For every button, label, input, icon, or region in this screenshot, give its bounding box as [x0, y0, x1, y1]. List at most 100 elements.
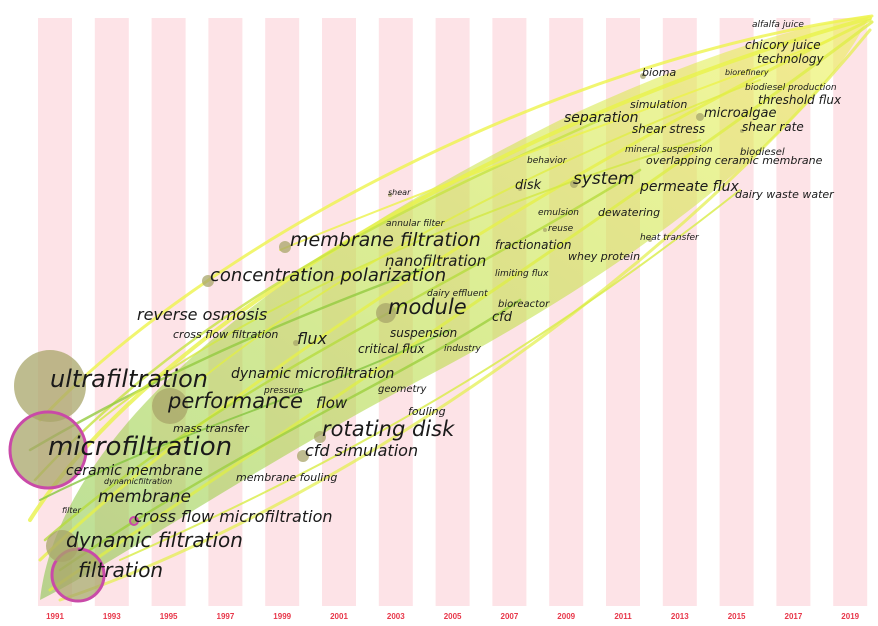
year-label: 1997 — [217, 612, 235, 621]
keyword-label[interactable]: geometry — [378, 384, 428, 395]
keyword-label[interactable]: reuse — [548, 224, 574, 234]
keyword-label[interactable]: dairy waste water — [735, 188, 835, 201]
keyword-label[interactable]: annular filter — [386, 219, 446, 229]
keyword-node[interactable] — [46, 530, 78, 562]
keyword-label[interactable]: biodiesel — [740, 147, 785, 158]
keyword-node[interactable] — [314, 431, 326, 443]
keyword-node[interactable] — [14, 350, 86, 422]
keyword-label[interactable]: bioreactor — [498, 299, 550, 310]
keyword-label[interactable]: whey protein — [568, 250, 640, 263]
keyword-label[interactable]: heat transfer — [640, 233, 700, 243]
keyword-label[interactable]: simulation — [630, 98, 687, 111]
keyword-label[interactable]: rotating disk — [322, 417, 455, 441]
year-label: 2009 — [557, 612, 575, 621]
keyword-label[interactable]: flow — [316, 394, 348, 412]
keyword-node[interactable] — [570, 180, 578, 188]
keyword-label[interactable]: ceramic membrane — [66, 463, 203, 479]
keyword-node[interactable] — [648, 238, 652, 242]
keyword-label[interactable]: microfiltration — [48, 432, 232, 462]
year-label: 1995 — [160, 612, 178, 621]
keyword-node[interactable] — [297, 450, 309, 462]
keyword-node[interactable] — [50, 547, 106, 603]
keyword-label[interactable]: mass transfer — [173, 422, 250, 435]
year-label: 1991 — [46, 612, 64, 621]
keyword-label[interactable]: emulsion — [538, 208, 579, 218]
keyword-label[interactable]: cross flow microfiltration — [134, 507, 333, 526]
keyword-label[interactable]: membrane filtration — [290, 229, 481, 251]
keyword-label[interactable]: shear stress — [632, 122, 705, 136]
keyword-node[interactable] — [640, 73, 646, 79]
keyword-label[interactable]: system — [573, 169, 634, 189]
keyword-node[interactable] — [376, 303, 396, 323]
keyword-label[interactable]: dynamicfiltration — [104, 477, 172, 486]
keyword-node[interactable] — [279, 241, 291, 253]
keyword-label[interactable]: concentration polarization — [210, 265, 446, 286]
keyword-label[interactable]: fractionation — [495, 238, 571, 252]
keyword-label[interactable]: biorefinery — [725, 68, 769, 77]
keyword-node[interactable] — [129, 516, 139, 526]
keyword-label[interactable]: shear — [388, 188, 411, 197]
keyword-node[interactable] — [696, 113, 704, 121]
year-label: 1999 — [273, 612, 291, 621]
keyword-label[interactable]: microalgae — [704, 106, 777, 121]
keyword-label[interactable]: dewatering — [598, 206, 660, 219]
keyword-label[interactable]: bioma — [642, 66, 676, 79]
keyword-label[interactable]: membrane — [98, 487, 191, 507]
keyword-node[interactable] — [740, 129, 744, 133]
year-label: 2011 — [614, 612, 632, 621]
year-stripe-2009 — [549, 18, 584, 606]
keyword-label[interactable]: module — [388, 295, 467, 319]
keyword-label[interactable]: cfd — [492, 310, 513, 325]
keyword-label[interactable]: cfd simulation — [305, 441, 418, 460]
keyword-label[interactable]: alfalfa juice — [752, 20, 804, 30]
keyword-label[interactable]: limiting flux — [495, 269, 549, 279]
keyword-label[interactable]: nanofiltration — [385, 252, 486, 270]
keyword-label[interactable]: industry — [444, 344, 482, 354]
keyword-label[interactable]: cross flow filtration — [173, 328, 278, 341]
year-label: 2007 — [501, 612, 519, 621]
keyword-node[interactable] — [518, 187, 522, 191]
year-label: 2005 — [444, 612, 462, 621]
keyword-label[interactable]: performance — [167, 389, 303, 413]
keyword-label[interactable]: fouling — [408, 405, 446, 418]
keyword-label[interactable]: threshold flux — [758, 93, 842, 107]
keyword-label[interactable]: dynamic filtration — [66, 528, 243, 552]
keyword-label[interactable]: flux — [297, 329, 327, 348]
keyword-label[interactable]: suspension — [390, 326, 457, 340]
keyword-label[interactable]: overlapping ceramic membrane — [646, 154, 823, 167]
keyword-label[interactable]: permeate flux — [639, 179, 740, 195]
keyword-node[interactable] — [152, 388, 188, 424]
keyword-label[interactable]: behavior — [527, 156, 568, 166]
keyword-label[interactable]: dairy effluent — [427, 289, 488, 299]
keyword-node[interactable] — [202, 275, 214, 287]
keyword-label[interactable]: shear rate — [742, 120, 804, 134]
keyword-node[interactable] — [8, 410, 88, 490]
keyword-label[interactable]: dynamic microfiltration — [231, 366, 394, 382]
keyword-label[interactable]: ultrafiltration — [50, 365, 208, 393]
year-stripe-2019 — [833, 18, 868, 606]
keyword-node[interactable] — [293, 340, 299, 346]
keyword-label[interactable]: biodiesel production — [745, 83, 837, 93]
year-label: 2013 — [671, 612, 689, 621]
year-stripe-1997 — [208, 18, 243, 606]
keyword-label[interactable]: membrane fouling — [236, 471, 337, 484]
keyword-node[interactable] — [543, 228, 547, 232]
keyword-label[interactable]: critical flux — [358, 342, 425, 356]
keyword-label[interactable]: technology — [757, 52, 825, 66]
year-label: 2015 — [728, 612, 746, 621]
keyword-label[interactable]: filtration — [78, 558, 163, 582]
keyword-label[interactable]: filter — [62, 506, 81, 515]
keyword-label[interactable]: chicory juice — [745, 38, 821, 52]
year-label: 2019 — [841, 612, 859, 621]
keyword-label[interactable]: disk — [515, 178, 542, 193]
year-axis-labels: 1991 1993 1995 1997 1999 2001 2003 2005 2007 2009… — [46, 612, 860, 621]
year-stripe-1991 — [38, 18, 72, 606]
keyword-label[interactable]: reverse osmosis — [137, 305, 267, 324]
year-label: 2017 — [785, 612, 803, 621]
keyword-node[interactable] — [388, 193, 392, 197]
keyword-label[interactable]: pressure — [263, 386, 304, 396]
keyword-label[interactable]: mineral suspension — [625, 145, 713, 155]
keyword-label[interactable]: separation — [564, 110, 639, 126]
citation-link-band — [28, 14, 874, 602]
